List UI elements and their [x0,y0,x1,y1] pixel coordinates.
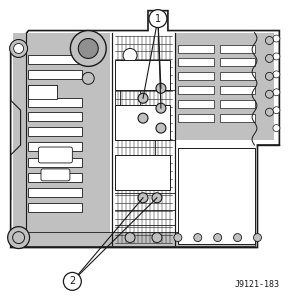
Circle shape [8,227,30,248]
Bar [27,70,82,79]
Circle shape [138,113,148,123]
Bar [13,33,110,244]
Circle shape [123,48,137,62]
Circle shape [266,108,273,116]
Circle shape [125,73,135,83]
Bar [27,112,82,121]
Circle shape [174,234,182,242]
Circle shape [82,72,94,84]
Bar [175,33,274,140]
Circle shape [214,234,222,242]
Circle shape [234,234,242,242]
Bar [27,127,82,136]
Circle shape [14,43,24,54]
Polygon shape [11,11,279,248]
Circle shape [152,233,162,242]
Circle shape [156,83,166,93]
Bar [178,148,255,244]
Circle shape [63,272,81,290]
Circle shape [273,71,280,78]
Circle shape [266,72,273,80]
Bar [220,72,255,80]
FancyBboxPatch shape [39,147,72,163]
Bar [115,105,170,140]
Circle shape [194,234,202,242]
Circle shape [138,193,148,203]
Bar [27,188,82,197]
Bar [220,45,255,54]
Bar [27,173,82,182]
Bar [178,100,214,108]
Text: 2: 2 [69,276,76,286]
Circle shape [266,36,273,45]
Text: 1: 1 [155,14,161,24]
Bar [220,100,255,108]
Bar [27,98,82,107]
Circle shape [253,234,261,242]
Bar [27,85,58,92]
Bar [220,114,255,122]
Bar [178,45,214,54]
Circle shape [152,193,162,203]
Circle shape [78,39,98,58]
Bar [27,142,82,151]
Circle shape [273,107,280,114]
Bar [27,85,58,99]
Bar [178,58,214,66]
Bar [178,114,214,122]
Circle shape [273,125,280,132]
Circle shape [273,35,280,42]
Circle shape [10,39,27,57]
Circle shape [156,103,166,113]
Bar [27,55,82,64]
Bar [220,86,255,94]
Bar [220,58,255,66]
Bar [13,232,255,245]
Circle shape [71,30,106,66]
Bar [115,60,170,90]
Circle shape [13,232,24,244]
FancyBboxPatch shape [41,169,70,181]
Circle shape [273,53,280,60]
Text: J9121-183: J9121-183 [234,280,279,289]
Bar [178,86,214,94]
Circle shape [156,123,166,133]
Bar [178,72,214,80]
Circle shape [149,10,167,28]
Bar [27,158,82,167]
Bar [27,203,82,212]
Circle shape [266,54,273,62]
Bar [115,155,170,190]
Circle shape [266,90,273,98]
Circle shape [125,233,135,242]
Circle shape [273,89,280,96]
Circle shape [138,93,148,103]
